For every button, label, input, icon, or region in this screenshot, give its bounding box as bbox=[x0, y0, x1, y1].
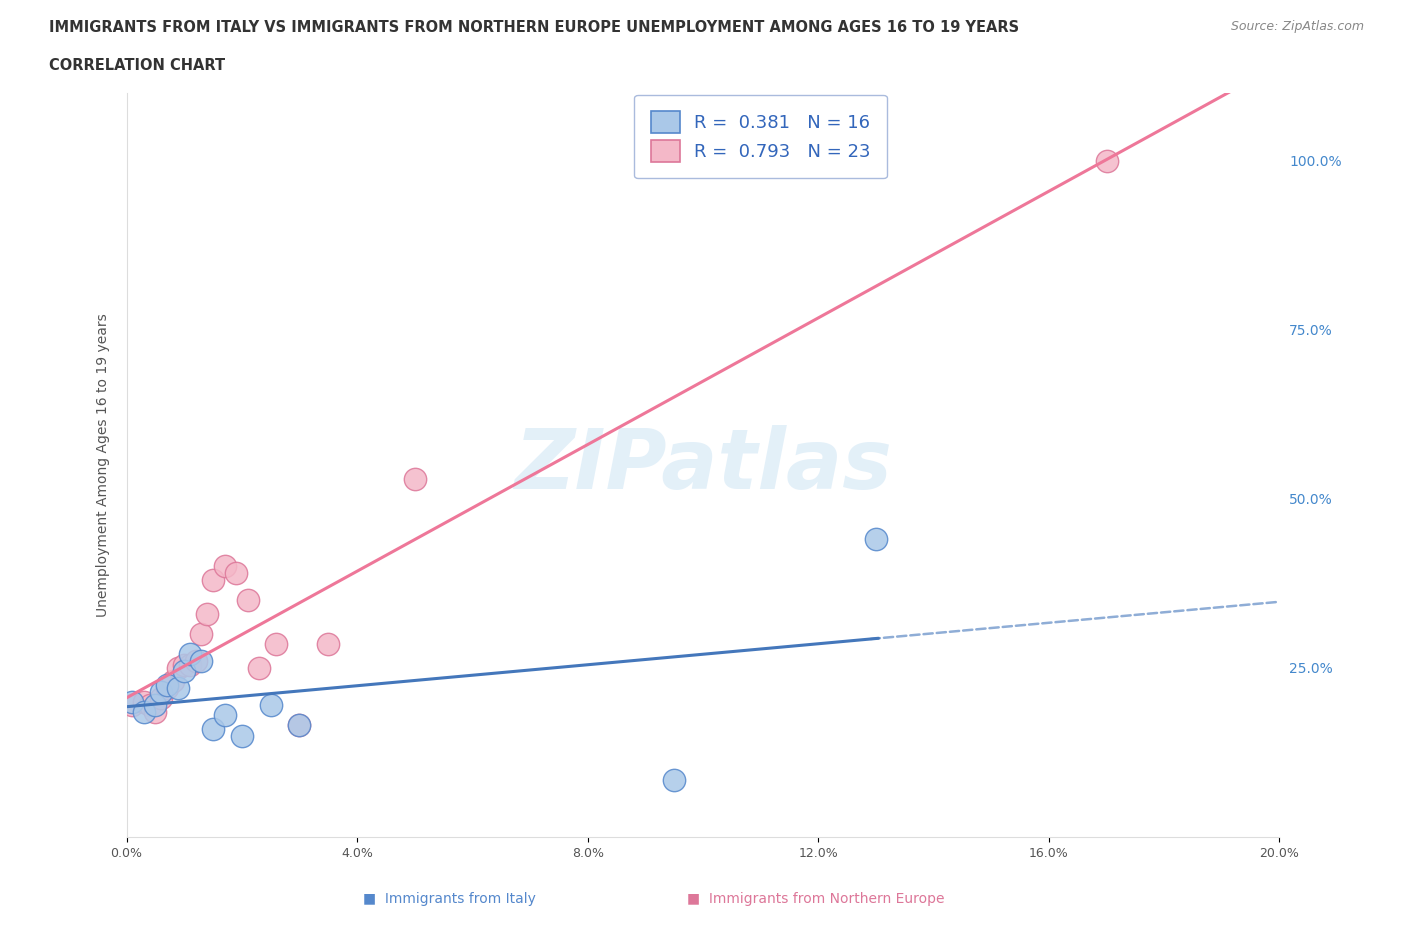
Point bbox=[231, 728, 253, 743]
Point bbox=[1095, 153, 1118, 168]
Legend: R =  0.381   N = 16, R =  0.793   N = 23: R = 0.381 N = 16, R = 0.793 N = 23 bbox=[634, 95, 887, 179]
Point bbox=[259, 698, 281, 712]
Point bbox=[167, 660, 190, 675]
Point bbox=[156, 681, 179, 696]
Point bbox=[664, 772, 686, 787]
Point bbox=[202, 722, 225, 737]
Y-axis label: Unemployment Among Ages 16 to 19 years: Unemployment Among Ages 16 to 19 years bbox=[96, 313, 110, 617]
Point bbox=[214, 559, 236, 574]
Point bbox=[138, 698, 160, 712]
Point bbox=[236, 592, 259, 607]
Point bbox=[162, 674, 184, 689]
Point bbox=[179, 647, 201, 662]
Point bbox=[156, 677, 179, 692]
Point bbox=[190, 627, 212, 642]
Point bbox=[173, 658, 195, 672]
Point bbox=[121, 698, 143, 712]
Point bbox=[145, 704, 166, 719]
Text: ZIPatlas: ZIPatlas bbox=[515, 424, 891, 506]
Text: ■  Immigrants from Northern Europe: ■ Immigrants from Northern Europe bbox=[686, 892, 945, 906]
Point bbox=[288, 718, 311, 733]
Point bbox=[865, 532, 887, 547]
Point bbox=[145, 698, 166, 712]
Point bbox=[132, 695, 155, 710]
Point bbox=[150, 684, 173, 699]
Point bbox=[288, 718, 311, 733]
Point bbox=[225, 565, 247, 580]
Point bbox=[404, 472, 426, 486]
Point bbox=[132, 704, 155, 719]
Point bbox=[167, 681, 190, 696]
Text: IMMIGRANTS FROM ITALY VS IMMIGRANTS FROM NORTHERN EUROPE UNEMPLOYMENT AMONG AGES: IMMIGRANTS FROM ITALY VS IMMIGRANTS FROM… bbox=[49, 20, 1019, 35]
Point bbox=[150, 691, 173, 706]
Text: CORRELATION CHART: CORRELATION CHART bbox=[49, 58, 225, 73]
Point bbox=[184, 654, 207, 669]
Point bbox=[179, 658, 201, 672]
Text: Source: ZipAtlas.com: Source: ZipAtlas.com bbox=[1230, 20, 1364, 33]
Text: ■  Immigrants from Italy: ■ Immigrants from Italy bbox=[364, 892, 536, 906]
Point bbox=[121, 695, 143, 710]
Point bbox=[173, 664, 195, 679]
Point bbox=[214, 708, 236, 723]
Point bbox=[318, 637, 340, 652]
Point bbox=[190, 654, 212, 669]
Point bbox=[247, 660, 270, 675]
Point bbox=[202, 573, 225, 588]
Point bbox=[195, 606, 218, 621]
Point bbox=[266, 637, 288, 652]
